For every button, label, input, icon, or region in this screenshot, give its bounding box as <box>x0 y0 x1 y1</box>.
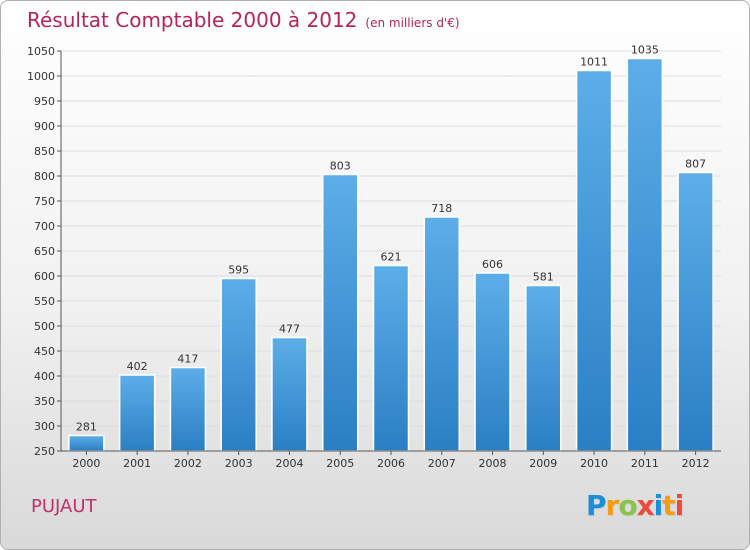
y-tick-label: 900 <box>34 120 55 133</box>
y-tick-label: 300 <box>34 420 55 433</box>
axes: 250 300 350 400 450 500 550 600 650 700 750 800 850 9… <box>27 45 721 470</box>
bar-2011 <box>626 57 664 452</box>
y-tick-label: 1000 <box>27 70 55 83</box>
y-tick-label: 800 <box>34 170 55 183</box>
logo-letter: r <box>605 489 620 522</box>
x-tick-label: 2007 <box>428 457 456 470</box>
bar-2008 <box>474 272 511 452</box>
chart-title: Résultat Comptable 2000 à 2012 (en millie… <box>27 8 460 32</box>
bar-2004 <box>271 336 308 452</box>
y-tick-label: 350 <box>34 395 55 408</box>
x-tick-label: 2003 <box>225 457 253 470</box>
bar-2010 <box>575 69 613 452</box>
y-tick-label: 500 <box>34 320 55 333</box>
y-tick-label: 550 <box>34 295 55 308</box>
bars: 281 402 417 595 477 803 621 718 606 581 1011 1035 80… <box>68 44 714 452</box>
bar-2003 <box>220 277 257 452</box>
value-label-2007: 718 <box>431 202 452 215</box>
value-label-2001: 402 <box>127 360 148 373</box>
chart-subtitle: (en milliers d'€) <box>365 16 460 30</box>
y-tick-label: 950 <box>34 95 55 108</box>
chart-title-text: Résultat Comptable 2000 à 2012 <box>27 8 358 32</box>
y-tick-label: 450 <box>34 345 55 358</box>
y-tick-label: 600 <box>34 270 55 283</box>
value-label-2008: 606 <box>482 258 503 271</box>
value-label-2004: 477 <box>279 323 300 336</box>
commune-name: PUJAUT <box>31 496 97 517</box>
value-label-2005: 803 <box>330 160 351 173</box>
x-tick-label: 2002 <box>174 457 202 470</box>
y-tick-label: 850 <box>34 145 55 158</box>
bar-2007 <box>423 216 461 452</box>
x-tick-label: 2008 <box>479 457 507 470</box>
bar-2009 <box>525 284 562 452</box>
x-tick-label: 2006 <box>377 457 405 470</box>
x-tick-label: 2011 <box>631 457 659 470</box>
bar-2001 <box>118 374 156 452</box>
logo-letter: P <box>586 489 607 522</box>
x-tick-label: 2010 <box>580 457 608 470</box>
value-label-2006: 621 <box>381 251 402 264</box>
y-tick-label: 700 <box>34 220 55 233</box>
y-tick-label: 750 <box>34 195 55 208</box>
y-tick-label: 400 <box>34 370 55 383</box>
bar-2006 <box>372 264 410 452</box>
value-label-2010: 1011 <box>580 56 608 69</box>
value-label-2009: 581 <box>533 271 554 284</box>
bar-2002 <box>169 366 207 452</box>
y-tick-label: 1050 <box>27 45 55 58</box>
y-tick-label: 650 <box>34 245 55 258</box>
value-label-2012: 807 <box>685 158 706 171</box>
x-tick-label: 2005 <box>326 457 354 470</box>
x-tick-label: 2000 <box>72 457 100 470</box>
x-tick-label: 2009 <box>529 457 557 470</box>
logo-letter: o <box>618 489 637 522</box>
x-tick-label: 2012 <box>682 457 710 470</box>
value-label-2002: 417 <box>177 353 198 366</box>
value-label-2011: 1035 <box>631 44 659 57</box>
value-label-2003: 595 <box>228 264 249 277</box>
bar-2012 <box>677 171 714 452</box>
value-label-2000: 281 <box>76 421 97 434</box>
logo-letter: i <box>674 489 685 522</box>
logo-letter: t <box>662 489 675 522</box>
x-tick-label: 2001 <box>123 457 151 470</box>
logo-letter: x <box>636 489 655 522</box>
proxiti-logo: Proxiti <box>586 489 685 522</box>
y-tick-label: 250 <box>34 445 55 458</box>
logo-letter: i <box>653 489 664 522</box>
bar-2000 <box>68 434 105 452</box>
bar-2005 <box>321 173 359 452</box>
x-tick-label: 2004 <box>275 457 303 470</box>
